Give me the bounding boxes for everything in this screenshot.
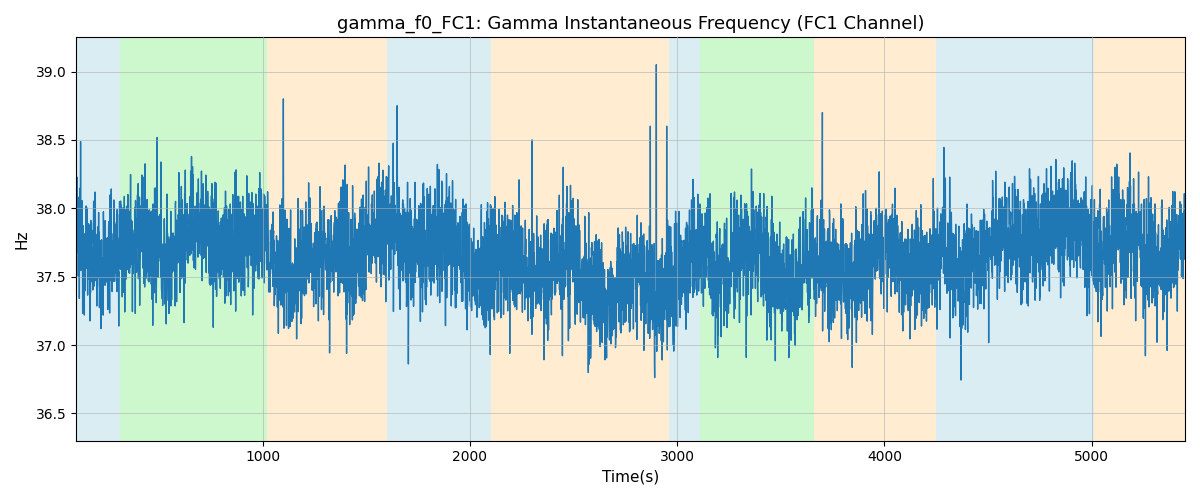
- Bar: [814, 38, 936, 440]
- Bar: [491, 38, 668, 440]
- X-axis label: Time(s): Time(s): [602, 470, 659, 485]
- Bar: [266, 38, 386, 440]
- Title: gamma_f0_FC1: Gamma Instantaneous Frequency (FC1 Channel): gamma_f0_FC1: Gamma Instantaneous Freque…: [337, 15, 924, 34]
- Bar: [668, 38, 700, 440]
- Bar: [386, 38, 491, 440]
- Bar: [1093, 38, 1186, 440]
- Y-axis label: Hz: Hz: [14, 230, 30, 249]
- Bar: [700, 38, 814, 440]
- Bar: [76, 38, 120, 440]
- Bar: [936, 38, 1093, 440]
- Bar: [120, 38, 266, 440]
